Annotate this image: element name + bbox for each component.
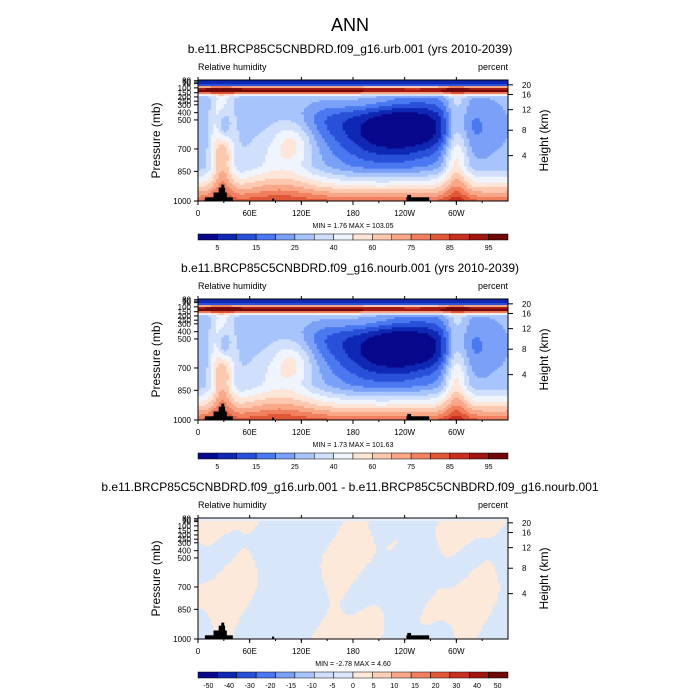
variable-label: Relative humidity <box>198 62 267 72</box>
units-label: percent <box>478 62 509 72</box>
panels-container: b.e11.BRCP85C5CNBDRD.f09_g16.urb.001 (yr… <box>101 42 598 690</box>
panel-1: b.e11.BRCP85C5CNBDRD.f09_g16.urb.001 (yr… <box>149 42 551 252</box>
figure-title: ANN <box>331 15 369 35</box>
panel-title: b.e11.BRCP85C5CNBDRD.f09_g16.urb.001 (yr… <box>188 42 513 56</box>
heatmap-cells <box>198 80 508 201</box>
